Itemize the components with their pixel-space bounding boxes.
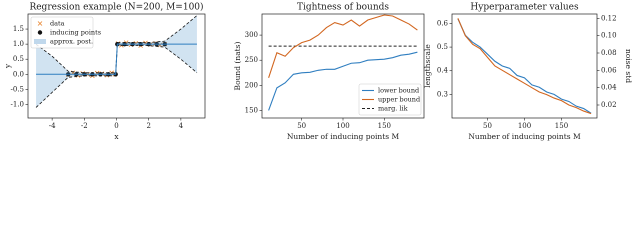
series-line bbox=[268, 51, 418, 111]
legend-label: marg. lik bbox=[378, 105, 408, 113]
series-line bbox=[457, 18, 592, 115]
y-tick-label: 0.5 bbox=[437, 43, 448, 51]
x-tick-label: 150 bbox=[555, 122, 568, 130]
x-tick-label: 150 bbox=[378, 122, 391, 130]
x-tick-label: 100 bbox=[518, 122, 531, 130]
x-tick-label: 0 bbox=[114, 122, 118, 130]
x-tick-label: 2 bbox=[146, 122, 150, 130]
y2-tick-label: 0.06 bbox=[601, 66, 617, 74]
series-line bbox=[268, 14, 418, 78]
x-axis-label: x bbox=[114, 132, 119, 141]
y-tick-label: -1.0 bbox=[11, 100, 25, 108]
y-tick-label: -0.5 bbox=[11, 85, 25, 93]
y2-tick-label: 0.12 bbox=[601, 14, 617, 22]
y-tick-label: 0.0 bbox=[13, 70, 24, 78]
y-tick-label: 0.5 bbox=[13, 55, 24, 63]
y-tick-label: 300 bbox=[245, 31, 258, 39]
x-axis-label: Number of inducing points M bbox=[468, 132, 581, 141]
legend-box bbox=[358, 83, 422, 116]
plot-frame bbox=[261, 13, 425, 119]
chart-title: Hyperparameter values bbox=[470, 3, 579, 13]
legend-label: approx. post. bbox=[50, 38, 93, 46]
x-axis-label: Number of inducing points M bbox=[287, 132, 400, 141]
legend-label: inducing points bbox=[50, 29, 101, 37]
x-tick-label: -2 bbox=[81, 122, 88, 130]
x-tick-label: -4 bbox=[49, 122, 56, 130]
x-tick-label: 50 bbox=[483, 122, 492, 130]
series-line bbox=[457, 18, 592, 114]
posterior-mean bbox=[36, 43, 197, 75]
posterior-bound bbox=[35, 15, 198, 74]
y-tick-label: 150 bbox=[245, 106, 258, 114]
y2-tick-label: 0.02 bbox=[601, 101, 617, 109]
chart-title: Regression example (N=200, M=100) bbox=[29, 2, 203, 13]
y-tick-label: 0.4 bbox=[437, 67, 449, 75]
plot-frame bbox=[451, 13, 598, 119]
y-tick-label: 0.3 bbox=[437, 90, 448, 98]
plot-frame bbox=[27, 13, 206, 119]
legend-swatch bbox=[37, 30, 43, 35]
y2-tick-label: 0.04 bbox=[601, 84, 617, 92]
y-tick-label: 1.5 bbox=[13, 25, 24, 33]
y-axis-label: lengthscale bbox=[423, 44, 432, 88]
y-tick-label: 200 bbox=[245, 81, 258, 89]
legend-label: data bbox=[50, 20, 65, 28]
y-axis-label: Bound (nats) bbox=[233, 41, 242, 90]
y-tick-label: 0.6 bbox=[437, 19, 449, 27]
y-tick-label: 250 bbox=[245, 56, 258, 64]
legend-box bbox=[30, 16, 94, 49]
x-tick-label: 4 bbox=[179, 122, 184, 130]
legend-label: lower bound bbox=[378, 87, 419, 95]
y2-tick-label: 0.10 bbox=[601, 32, 617, 40]
y2-axis-label: noise std bbox=[624, 49, 633, 83]
x-tick-label: 100 bbox=[336, 122, 349, 130]
legend-swatch bbox=[34, 39, 46, 44]
legend-swatch bbox=[37, 21, 43, 26]
chart-title: Tightness of bounds bbox=[297, 3, 389, 13]
figure: Regression example (N=200, M=100) x y -4 -2 0… bbox=[3, 2, 633, 142]
y2-tick-label: 0.08 bbox=[601, 49, 617, 57]
y-tick-label: 1.0 bbox=[13, 40, 24, 48]
y-axis-label: y bbox=[3, 63, 12, 69]
legend-label: upper bound bbox=[378, 96, 420, 104]
x-tick-label: 50 bbox=[297, 122, 306, 130]
